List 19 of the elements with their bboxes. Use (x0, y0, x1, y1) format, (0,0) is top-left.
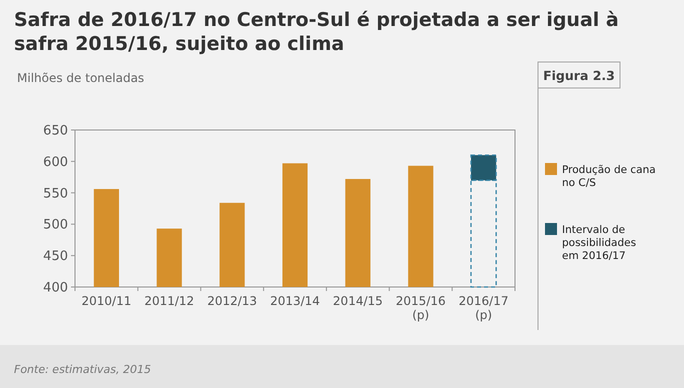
text: Figura 2.3 (543, 68, 615, 83)
x-tick-label: 2016/17 (p) (458, 294, 508, 322)
x-tick-label: 2012/13 (207, 294, 258, 308)
y-tick-label: 550 (43, 186, 68, 202)
y-tick-label: 450 (43, 249, 68, 264)
legend-label: Produção de cana no C/S (562, 164, 656, 189)
y-axis-title: Milhões de toneladas (17, 71, 144, 85)
y-tick-label: 650 (43, 124, 68, 138)
x-tick-label: 2011/12 (144, 294, 194, 308)
y-tick-label: 400 (43, 280, 68, 296)
legend-label: Intervalo de possibilidades em 2016/17 (562, 224, 636, 262)
x-tick-label: 2015/16 (p) (396, 294, 446, 322)
x-tick-label: 2010/11 (82, 294, 132, 308)
x-tick-label: 2013/14 (270, 294, 320, 308)
source-note: Fonte: estimativas, 2015 (14, 363, 151, 376)
x-tick-label: 2014/15 (332, 294, 383, 308)
y-tick-label: 500 (43, 218, 68, 233)
chart-title: Safra de 2016/17 no Centro-Sul é projetada a ser igual à safra 2015/16, sujeito ao clima (14, 9, 619, 55)
y-tick-label: 600 (43, 154, 68, 170)
